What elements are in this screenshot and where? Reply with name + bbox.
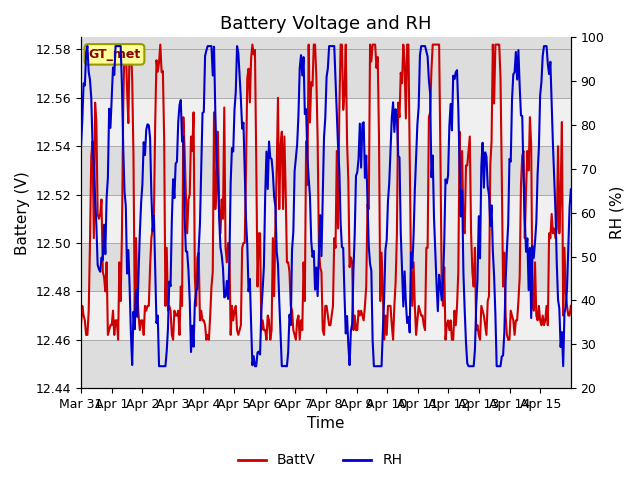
Bar xyxy=(81,243,571,291)
Legend: BattV, RH: BattV, RH xyxy=(232,448,408,473)
Bar xyxy=(81,194,571,243)
Text: GT_met: GT_met xyxy=(88,48,141,61)
X-axis label: Time: Time xyxy=(307,417,345,432)
Title: Battery Voltage and RH: Battery Voltage and RH xyxy=(220,15,432,33)
Bar xyxy=(81,98,571,146)
Y-axis label: Battery (V): Battery (V) xyxy=(15,171,30,254)
Bar xyxy=(81,340,571,388)
Y-axis label: RH (%): RH (%) xyxy=(610,186,625,240)
Bar xyxy=(81,291,571,340)
Bar xyxy=(81,146,571,194)
Bar xyxy=(81,37,571,98)
